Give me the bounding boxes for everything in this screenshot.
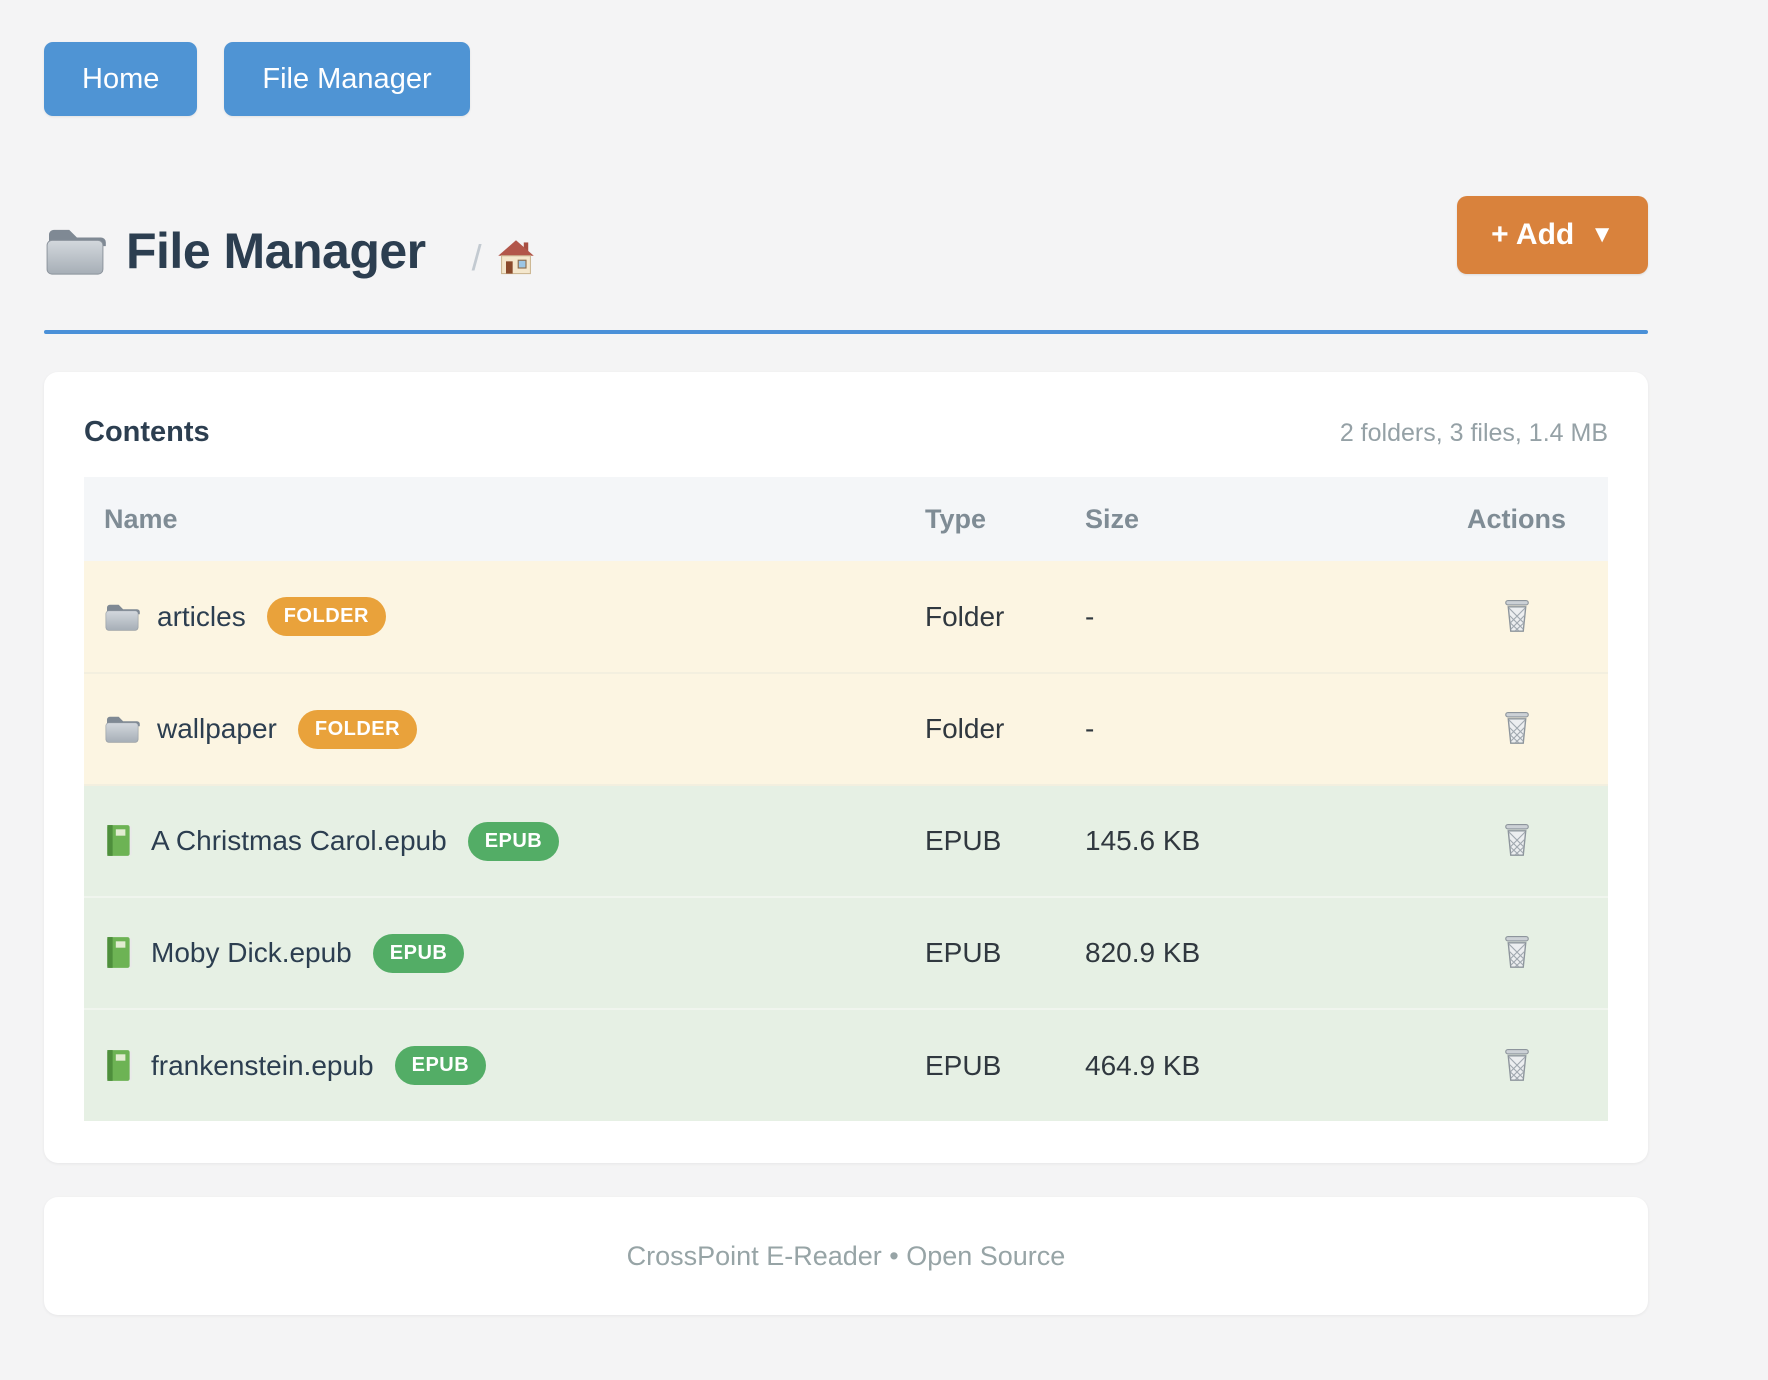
files-table: Name Type Size Actions articles FOLDER — [84, 477, 1608, 1121]
add-button-label: + Add — [1491, 218, 1575, 251]
file-name-link[interactable]: A Christmas Carol.epub — [151, 825, 447, 856]
epub-badge: EPUB — [467, 821, 560, 861]
book-icon — [104, 1049, 134, 1083]
caret-down-icon: ▼ — [1590, 221, 1614, 248]
add-button[interactable]: + Add ▼ — [1457, 196, 1648, 274]
delete-button[interactable] — [1492, 706, 1542, 752]
page-header: File Manager / + Add ▼ — [44, 196, 1648, 290]
delete-button[interactable] — [1492, 930, 1542, 976]
contents-summary: 2 folders, 3 files, 1.4 MB — [1339, 419, 1608, 447]
nav-home-button[interactable]: Home — [44, 42, 198, 116]
contents-card: Contents 2 folders, 3 files, 1.4 MB Name… — [44, 372, 1648, 1163]
page-title: File Manager — [126, 223, 426, 279]
cell-size: 464.9 KB — [1065, 1009, 1425, 1121]
epub-badge: EPUB — [372, 933, 465, 973]
breadcrumb-separator: / — [471, 237, 482, 278]
top-nav: Home File Manager — [44, 0, 1648, 116]
folder-badge: FOLDER — [297, 709, 418, 749]
trash-icon — [1502, 710, 1532, 745]
table-header-row: Name Type Size Actions — [84, 477, 1608, 561]
column-header-name: Name — [84, 477, 905, 561]
delete-button[interactable] — [1492, 1043, 1542, 1089]
contents-card-header: Contents 2 folders, 3 files, 1.4 MB — [84, 416, 1608, 449]
book-icon — [104, 824, 134, 858]
footer-text: CrossPoint E-Reader • Open Source — [626, 1240, 1066, 1271]
table-row: A Christmas Carol.epub EPUB EPUB 145.6 K… — [84, 785, 1608, 898]
folder-badge: FOLDER — [266, 597, 386, 636]
cell-type: EPUB — [905, 785, 1065, 898]
column-header-actions: Actions — [1425, 477, 1608, 561]
file-name-link[interactable]: frankenstein.epub — [151, 1049, 374, 1081]
column-header-type: Type — [905, 477, 1065, 561]
trash-icon — [1502, 934, 1532, 969]
cell-size: 145.6 KB — [1065, 785, 1425, 898]
trash-icon — [1502, 822, 1532, 857]
breadcrumb: / — [472, 237, 536, 279]
trash-icon — [1502, 1047, 1532, 1082]
cell-size: - — [1065, 561, 1425, 674]
nav-file-manager-button[interactable]: File Manager — [224, 42, 470, 116]
delete-button[interactable] — [1492, 594, 1542, 640]
cell-type: EPUB — [905, 897, 1065, 1010]
page-container: Home File Manager File Manager / + Add ▼… — [44, 0, 1648, 1315]
table-row: wallpaper FOLDER Folder - — [84, 673, 1608, 786]
cell-type: Folder — [905, 561, 1065, 674]
folder-icon — [104, 602, 140, 632]
file-name-link[interactable]: wallpaper — [157, 713, 277, 744]
folder-icon — [104, 714, 140, 744]
table-row: frankenstein.epub EPUB EPUB 464.9 KB — [84, 1009, 1608, 1121]
cell-type: EPUB — [905, 1009, 1065, 1121]
table-row: Moby Dick.epub EPUB EPUB 820.9 KB — [84, 897, 1608, 1010]
contents-heading: Contents — [84, 416, 210, 448]
cell-size: - — [1065, 673, 1425, 786]
table-row: articles FOLDER Folder - — [84, 561, 1608, 674]
epub-badge: EPUB — [394, 1046, 487, 1085]
trash-icon — [1502, 598, 1532, 633]
file-name-link[interactable]: Moby Dick.epub — [151, 937, 352, 968]
title-divider — [44, 330, 1648, 334]
column-header-size: Size — [1065, 477, 1425, 561]
title-group: File Manager / — [44, 222, 1457, 280]
book-icon — [104, 936, 134, 970]
cell-type: Folder — [905, 673, 1065, 786]
footer: CrossPoint E-Reader • Open Source — [44, 1197, 1648, 1315]
delete-button[interactable] — [1492, 818, 1542, 864]
cell-size: 820.9 KB — [1065, 897, 1425, 1010]
file-name-link[interactable]: articles — [157, 600, 246, 632]
folder-icon — [44, 225, 106, 277]
home-icon[interactable] — [496, 238, 536, 278]
